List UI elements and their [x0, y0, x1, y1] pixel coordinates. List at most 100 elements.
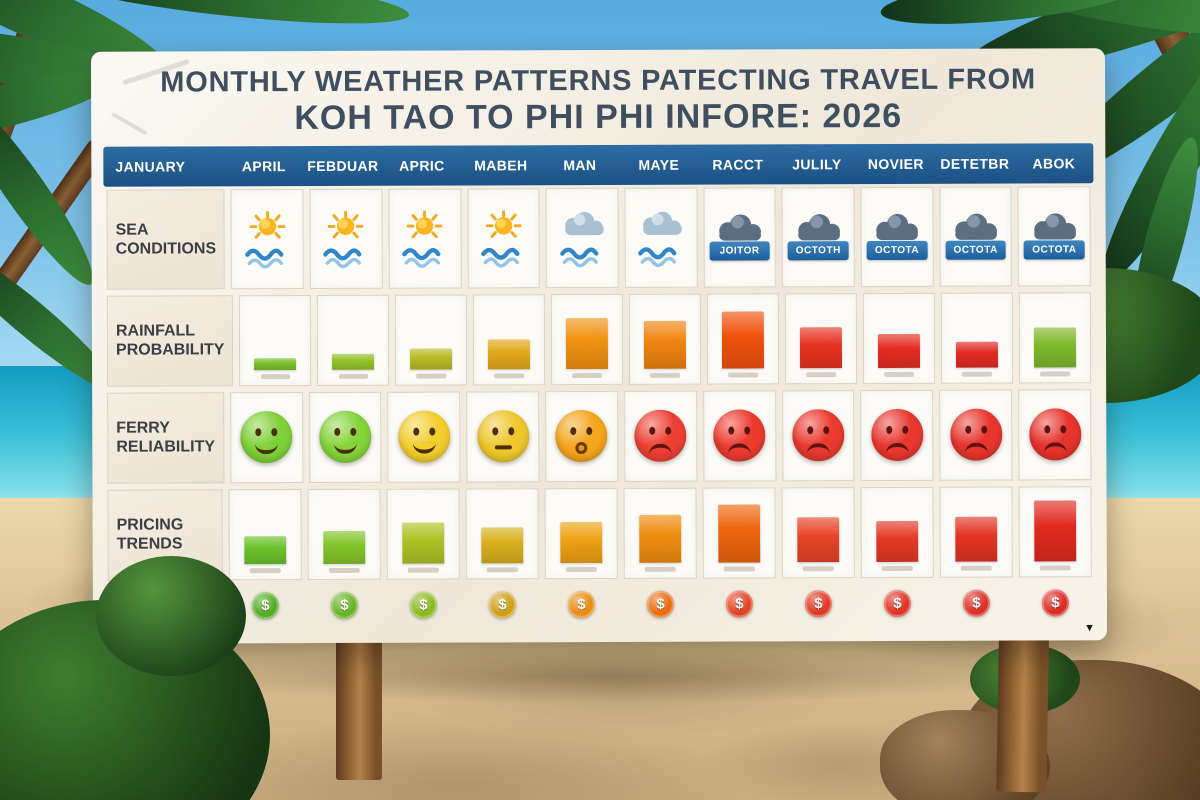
face-eye [807, 426, 814, 435]
row-label-rainfall: RAINFALL PROBABILITY [106, 295, 234, 387]
face-mouth [412, 443, 436, 455]
sea-conditions-cell: OCTOTA [1017, 186, 1091, 287]
bar-area [317, 498, 372, 564]
caption-smudge [487, 567, 518, 573]
pricing-row: PRICING TRENDS [104, 483, 1094, 583]
bar-area [872, 302, 926, 369]
pricing-bar-cell [702, 487, 776, 579]
face-eye [507, 427, 514, 436]
caption-smudge [962, 371, 992, 377]
face-surprised-icon [555, 410, 608, 463]
rainfall-bar [410, 348, 453, 370]
rainfall-bar [877, 333, 921, 369]
price-level-cell: $ [700, 581, 779, 627]
face-eye [334, 428, 341, 437]
bar-area [248, 304, 302, 371]
ferry-reliability-cell [702, 390, 777, 482]
header-row: JANUARY APRIL FEBDUAR APRIC MABEH MAN MAYE RAC… [103, 143, 1094, 187]
dollar-icon: $ [251, 592, 279, 620]
dollar-icon: $ [883, 590, 911, 618]
face-sad-icon [792, 409, 845, 462]
pricing-bar [1033, 500, 1077, 562]
caption-smudge [572, 372, 603, 379]
dollar-icon: $ [409, 592, 437, 620]
pricing-cells [225, 483, 1094, 583]
month-header-racct: RACCT [712, 156, 764, 173]
bar-area [560, 303, 614, 370]
storm-icon [708, 210, 770, 245]
ferry-reliability-cell [387, 391, 461, 483]
face-eye [350, 428, 357, 437]
rainfall-bar [488, 339, 531, 370]
pricing-bar [954, 516, 998, 562]
sea-cells: JOITOR OCTOTH OCTOTA OCTOTA OCTOTA [228, 183, 1094, 292]
pricing-bar-cell [939, 486, 1013, 578]
face-mouth [494, 445, 512, 450]
ferry-reliability-cell [308, 391, 382, 483]
rainfall-bar-cell [940, 292, 1014, 384]
pricing-bar-cell [465, 488, 539, 580]
dollar-icon: $ [488, 591, 516, 619]
face-happy-icon [240, 411, 293, 464]
bar-area [950, 302, 1004, 368]
sea-conditions-cell [230, 189, 304, 290]
foreground-bush [96, 556, 246, 676]
pricing-bar-cell [1018, 486, 1092, 578]
sun-icon [394, 210, 456, 268]
face-eye [823, 426, 830, 435]
dollar-icon: $ [1041, 589, 1069, 617]
face-eye [744, 426, 751, 435]
face-eye [964, 426, 971, 435]
board-title: MONTHLY WEATHER PATTERNS PATECTING TRAVE… [103, 63, 1093, 138]
face-eye [980, 426, 987, 435]
storm-month-badge: OCTOTA [1023, 240, 1085, 260]
caption-smudge [494, 373, 525, 379]
face-eye [570, 427, 577, 436]
month-header-febduar: FEBDUAR [307, 157, 379, 175]
caption-smudge [961, 565, 992, 571]
bar-area [949, 496, 1004, 562]
caption-smudge [882, 565, 913, 571]
sun-icon [236, 210, 298, 269]
pricing-bar-cell [860, 486, 934, 579]
title-line-2: KOH TAO TO PHI PHI INFORE: 2026 [294, 96, 903, 137]
ferry-reliability-cell [781, 390, 855, 482]
billboard: MONTHLY WEATHER PATTERNS PATECTING TRAVE… [90, 48, 1108, 644]
price-level-cell: $ [858, 581, 937, 627]
caption-smudge [1040, 371, 1070, 377]
month-header-novier: NOVIER [867, 155, 924, 173]
rainfall-bar [254, 358, 297, 371]
caption-smudge [884, 371, 914, 377]
face-mouth [885, 443, 909, 455]
caption-smudge [260, 374, 291, 380]
pricing-bar-cell [623, 487, 697, 579]
face-eye [1043, 425, 1050, 434]
dollar-icon: $ [725, 590, 753, 619]
header-first-cell: JANUARY [115, 158, 186, 175]
month-header-april: APRIL [241, 158, 286, 175]
dollar-cells: $ $ $ $ $ $ $ $ $ $ $ [226, 580, 1095, 629]
caption-smudge [566, 566, 597, 573]
storm-icon [1023, 209, 1085, 244]
dollar-icon: $ [330, 592, 358, 620]
sea-conditions-cell: OCTOTA [939, 186, 1013, 287]
face-eye [255, 428, 262, 437]
face-mouth [333, 443, 357, 455]
sea-conditions-cell [545, 187, 619, 289]
sun-icon [472, 209, 534, 268]
bar-area [638, 303, 692, 369]
ferry-reliability-cell [466, 391, 540, 483]
face-eye [491, 427, 498, 436]
row-label-sea-conditions: SEA CONDITIONS [106, 189, 226, 290]
face-eye [902, 426, 909, 435]
bar-area [791, 496, 846, 563]
cloud-icon [551, 210, 613, 268]
ferry-reliability-cell [860, 389, 934, 482]
cloud-icon [630, 210, 692, 268]
header-months: APRIL FEBDUAR APRIC MABEH MAN MAYE RACCT JULILY… [224, 143, 1093, 186]
face-eye [728, 427, 735, 436]
rainfall-bar [799, 327, 843, 369]
sea-conditions-cell [309, 188, 383, 289]
bar-area [716, 302, 770, 369]
rainfall-bar-cell [239, 294, 312, 387]
